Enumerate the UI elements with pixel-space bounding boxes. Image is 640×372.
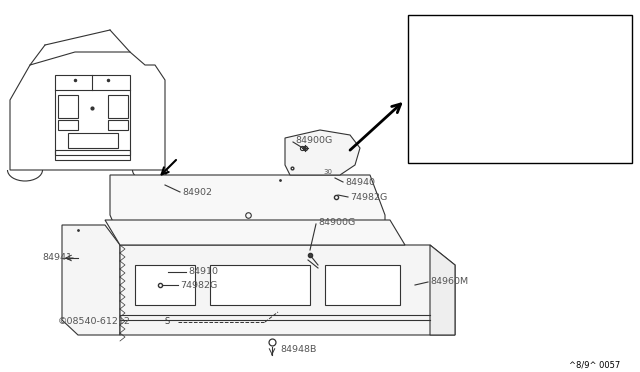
Text: ©08540-61212: ©08540-61212 bbox=[58, 317, 131, 327]
Polygon shape bbox=[120, 245, 455, 335]
Polygon shape bbox=[210, 265, 310, 305]
Polygon shape bbox=[430, 245, 455, 335]
Text: 84900G: 84900G bbox=[420, 64, 456, 73]
Text: 84902: 84902 bbox=[182, 187, 212, 196]
Text: 84940: 84940 bbox=[345, 177, 375, 186]
Polygon shape bbox=[325, 265, 400, 305]
Polygon shape bbox=[62, 225, 120, 335]
Text: 74982G: 74982G bbox=[180, 280, 217, 289]
Bar bbox=[408, 15, 632, 163]
Text: 74982G: 74982G bbox=[350, 192, 387, 202]
Text: 84900G: 84900G bbox=[318, 218, 355, 227]
Polygon shape bbox=[105, 220, 405, 245]
Ellipse shape bbox=[518, 96, 532, 114]
Text: 84948B: 84948B bbox=[280, 346, 316, 355]
Text: S.GXE: S.GXE bbox=[412, 23, 442, 33]
Text: 84941: 84941 bbox=[42, 253, 72, 263]
Text: S: S bbox=[164, 317, 170, 327]
Text: 84960M: 84960M bbox=[430, 278, 468, 286]
Polygon shape bbox=[285, 130, 360, 175]
Text: 84900G: 84900G bbox=[295, 135, 332, 144]
Text: 30: 30 bbox=[323, 169, 332, 175]
Text: 84910: 84910 bbox=[188, 267, 218, 276]
Polygon shape bbox=[135, 265, 195, 305]
Polygon shape bbox=[110, 175, 385, 250]
Text: 84950 (RH): 84950 (RH) bbox=[543, 64, 595, 73]
Polygon shape bbox=[468, 50, 545, 122]
Text: ^8/9^ 0057: ^8/9^ 0057 bbox=[569, 360, 620, 369]
Text: 84951 (LH): 84951 (LH) bbox=[543, 77, 593, 87]
